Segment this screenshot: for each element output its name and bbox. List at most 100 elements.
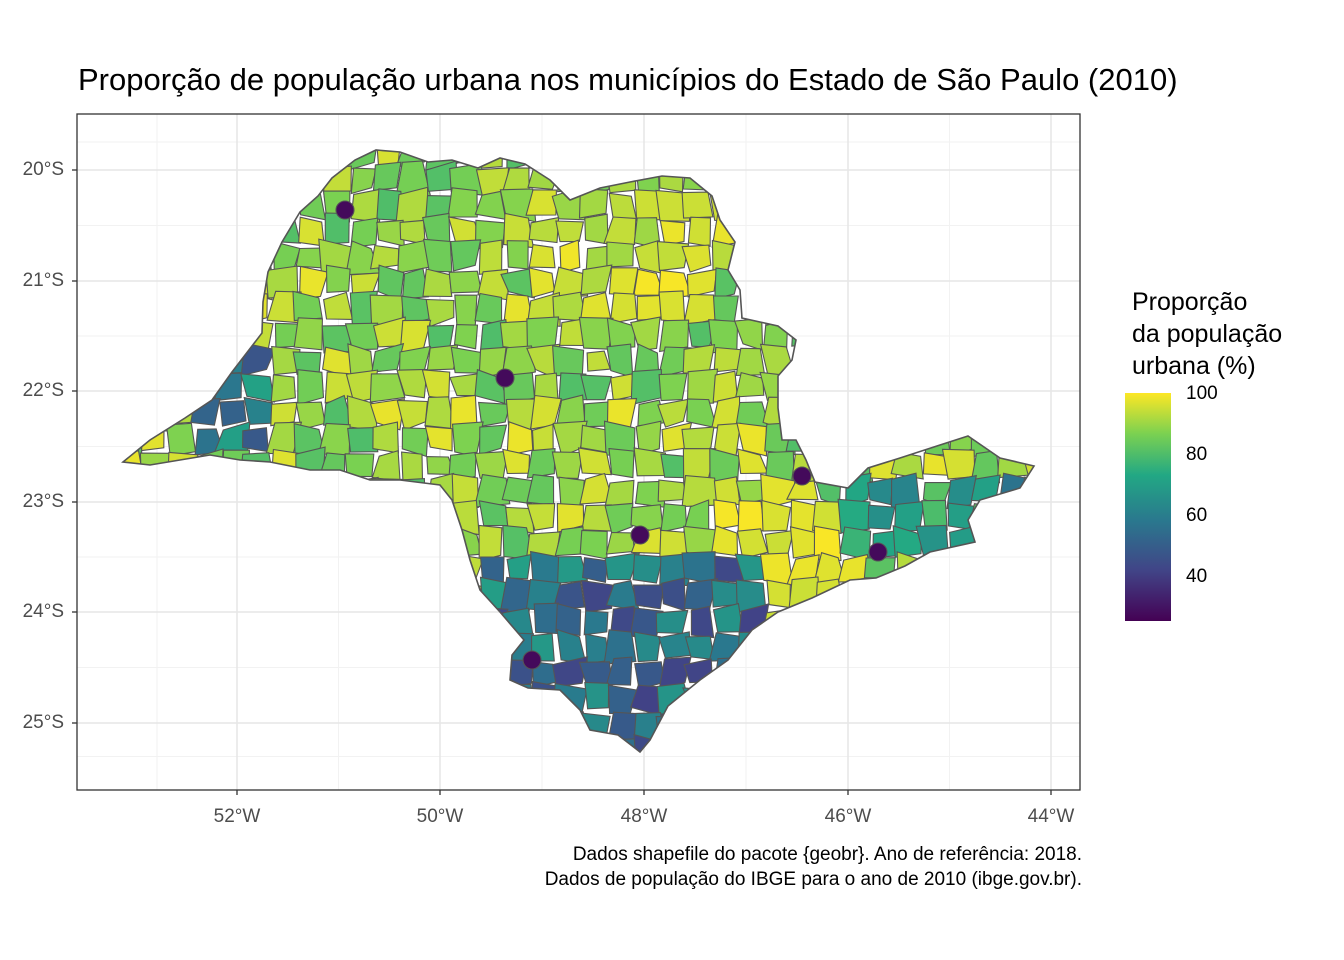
municipality [737,500,766,533]
municipality [735,371,765,398]
municipality [479,424,508,456]
municipality [506,240,529,270]
municipality [632,554,664,584]
y-tick-label: 20°S [22,159,64,180]
municipality [632,584,665,610]
x-tick-label: 52°W [213,806,261,827]
municipality [551,655,589,688]
municipality [867,477,894,506]
municipality [454,294,478,328]
municipality [425,298,455,328]
municipality [633,447,667,477]
municipality [580,579,614,613]
municipality [424,425,453,452]
state-border [121,149,1036,754]
municipality [451,473,479,509]
municipality [658,656,692,692]
municipality [659,219,686,246]
municipality [584,213,609,245]
municipality [525,189,557,216]
municipality [555,602,582,637]
municipality [813,525,842,562]
municipality [660,503,688,533]
municipality [580,264,613,296]
municipality [297,369,325,406]
map-title: Proporção de população urbana nos municí… [78,62,1178,97]
municipality [478,524,503,562]
municipality [583,610,609,636]
municipality [522,650,542,670]
municipality [635,420,662,456]
municipality [686,268,718,298]
municipality [582,557,609,583]
municipality [792,466,812,486]
municipality [344,322,379,351]
municipality [372,161,402,192]
legend-title-line: da população [1132,320,1283,348]
municipality [580,374,613,401]
municipality [712,295,739,324]
municipality [580,424,609,454]
y-tick-label: 23°S [22,491,64,512]
municipality [477,401,511,427]
municipality [837,498,871,534]
municipality [350,167,377,195]
x-tick-label: 46°W [824,806,872,827]
municipality [551,266,589,298]
municipality [526,503,556,531]
municipality [478,239,503,275]
municipality [450,239,482,272]
municipality [242,427,269,453]
municipality [606,241,634,268]
y-tick-label: 25°S [22,712,64,733]
municipality [867,504,896,530]
municipality [426,344,459,371]
municipality [557,555,589,585]
municipality [347,427,379,453]
municipality [372,421,399,454]
municipality [506,553,532,580]
municipality [298,265,329,300]
municipality [552,580,586,611]
municipality [579,529,608,560]
municipality [609,292,638,325]
x-tick-label: 44°W [1027,806,1075,827]
municipality [555,220,585,243]
municipality [500,267,536,299]
municipality [325,264,351,293]
legend-label: 40 [1186,566,1208,587]
municipality [293,317,323,351]
municipality [240,342,276,377]
municipality [603,629,637,665]
municipality [946,474,977,510]
municipality [658,319,690,353]
municipality [868,542,888,562]
municipality [551,451,584,479]
municipality [736,422,768,457]
municipality [766,579,791,609]
municipality [552,345,585,377]
municipality [335,200,355,220]
municipality [453,324,479,350]
municipality [681,426,715,451]
legend-label: 100 [1186,383,1218,404]
y-tick-label: 22°S [22,380,64,401]
municipality [401,451,424,482]
municipality [681,475,719,508]
municipality [447,187,478,218]
municipality [630,525,650,545]
municipality [424,396,455,430]
municipality [559,239,581,274]
municipality [658,372,688,402]
y-tick-label: 24°S [22,601,64,622]
legend-title-line: Proporção [1132,288,1248,316]
municipality [270,401,298,427]
municipality [578,188,609,219]
municipality [605,656,633,686]
municipality [344,453,375,478]
municipality [270,374,296,403]
municipality [655,609,689,634]
municipality [608,267,639,297]
